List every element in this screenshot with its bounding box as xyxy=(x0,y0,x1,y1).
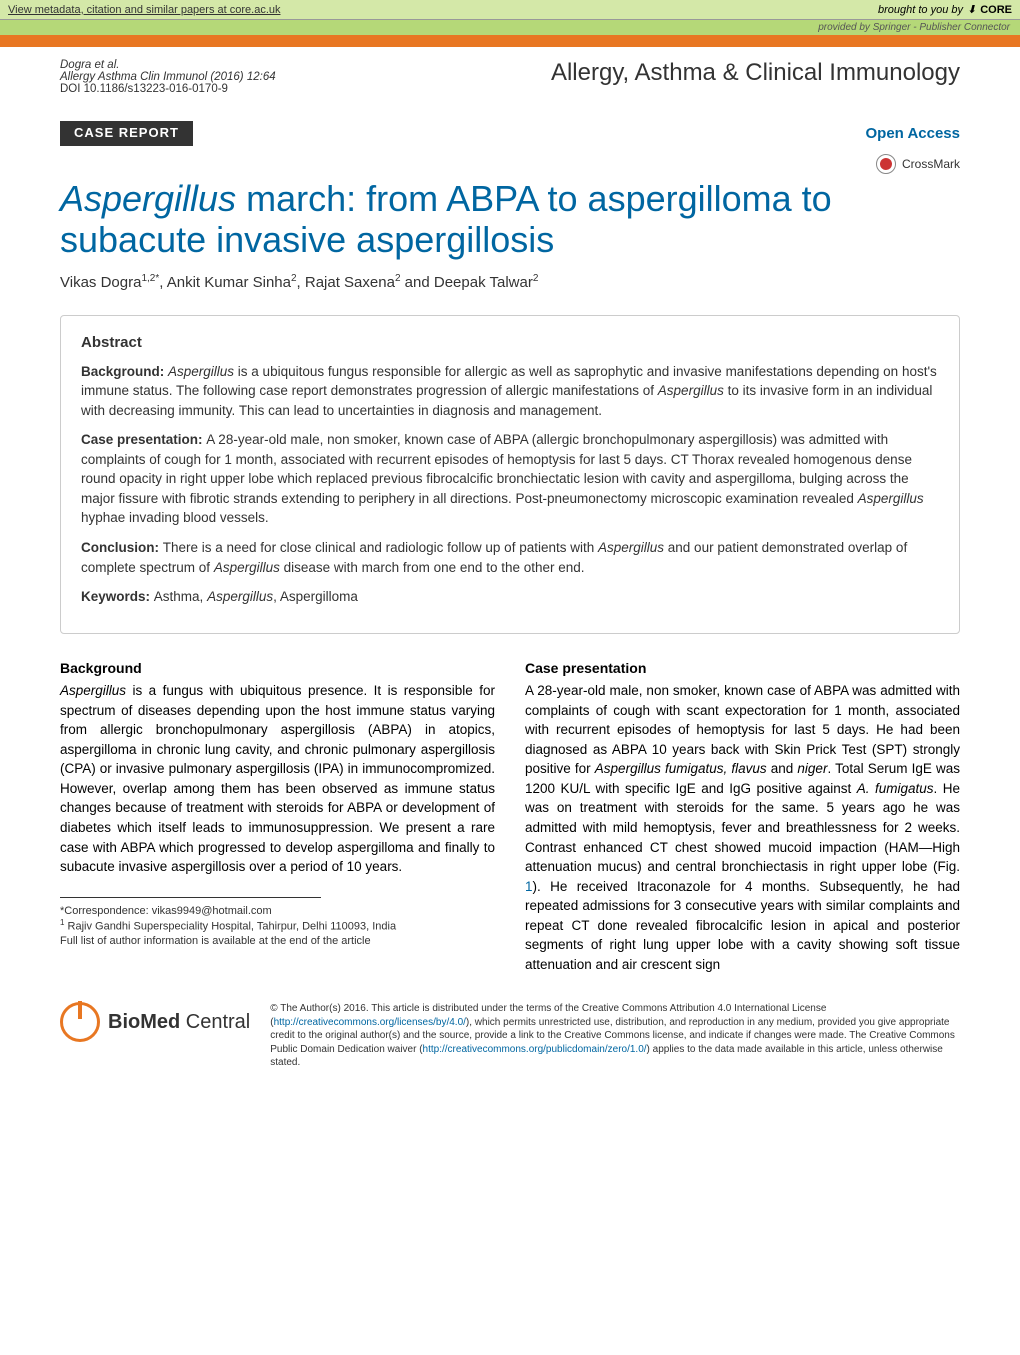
authors-short: Dogra et al. xyxy=(60,59,276,71)
author-2: , Ankit Kumar Sinha xyxy=(159,274,291,291)
conc-t3: disease with march from one end to the o… xyxy=(280,560,585,575)
affiliation-1: 1 Rajiv Gandhi Superspeciality Hospital,… xyxy=(60,918,495,934)
kw-label: Keywords: xyxy=(81,589,154,604)
kw-i1: Aspergillus xyxy=(207,589,273,604)
crossmark-badge[interactable]: CrossMark xyxy=(60,154,960,174)
crossmark-icon xyxy=(876,154,896,174)
footnotes: *Correspondence: vikas9949@hotmail.com 1… xyxy=(60,904,495,949)
bmc-rest: Central xyxy=(180,1011,250,1033)
citation-block: Dogra et al. Allergy Asthma Clin Immunol… xyxy=(60,59,276,95)
case-label: Case presentation: xyxy=(81,432,206,447)
author-list: Vikas Dogra1,2*, Ankit Kumar Sinha 2 , Raj… xyxy=(60,273,960,291)
figure-link-1[interactable]: 1 xyxy=(525,879,533,894)
core-link[interactable]: View metadata, citation and similar pape… xyxy=(8,4,281,16)
footnote-separator xyxy=(60,897,321,898)
abstract-heading: Abstract xyxy=(81,332,939,354)
case-body-t2: and xyxy=(767,761,798,776)
core-attribution: brought to you by ⬇ CORE xyxy=(878,3,1012,16)
author-3: , Rajat Saxena xyxy=(297,274,395,291)
core-download-icon: ⬇ xyxy=(967,3,976,16)
case-body-i1: Aspergillus fumigatus, flavus xyxy=(595,761,767,776)
abstract-keywords: Keywords: Asthma, Aspergillus, Aspergill… xyxy=(81,587,939,607)
journal-title: Allergy, Asthma & Clinical Immunology xyxy=(551,59,960,87)
bg-body-t1: is a fungus with ubiquitous presence. It… xyxy=(60,683,495,874)
case-body-t5: ). He received Itraconazole for 4 months… xyxy=(525,879,960,972)
core-logo: CORE xyxy=(980,4,1012,16)
page-header: Dogra et al. Allergy Asthma Clin Immunol… xyxy=(0,47,1020,103)
author-1-aff: 1,2* xyxy=(141,273,159,284)
conc-i2: Aspergillus xyxy=(214,560,280,575)
article-type-bar: CASE REPORT Open Access xyxy=(60,121,960,146)
abstract-case: Case presentation: A 28-year-old male, n… xyxy=(81,430,939,528)
abstract-conclusion: Conclusion: There is a need for close cl… xyxy=(81,538,939,577)
case-heading: Case presentation xyxy=(525,658,960,678)
bg-label: Background: xyxy=(81,364,168,379)
bg-body-i1: Aspergillus xyxy=(60,683,126,698)
kw-t1: Asthma, xyxy=(154,589,207,604)
crossmark-label: CrossMark xyxy=(902,157,960,171)
right-column: Case presentation A 28-year-old male, no… xyxy=(525,658,960,975)
body-columns: Background Aspergillus is a fungus with … xyxy=(60,658,960,975)
author-4-aff: 2 xyxy=(533,273,539,284)
license-link-2[interactable]: http://creativecommons.org/publicdomain/… xyxy=(423,1044,647,1055)
provided-by-bar: provided by Springer - Publisher Connect… xyxy=(0,20,1020,35)
bmc-text: BioMed Central xyxy=(108,1011,250,1034)
case-body-i3: A. fumigatus xyxy=(857,781,934,796)
page-footer: BioMed Central © The Author(s) 2016. Thi… xyxy=(60,1002,960,1070)
conc-label: Conclusion: xyxy=(81,540,163,555)
case-i1: Aspergillus xyxy=(858,491,924,506)
abstract-background: Background: Aspergillus is a ubiquitous … xyxy=(81,362,939,421)
abstract-box: Abstract Background: Aspergillus is a ub… xyxy=(60,315,960,634)
bg-i2: Aspergillus xyxy=(658,383,724,398)
license-text: © The Author(s) 2016. This article is di… xyxy=(270,1002,960,1070)
left-column: Background Aspergillus is a fungus with … xyxy=(60,658,495,975)
bmc-bold: BioMed xyxy=(108,1011,180,1033)
journal-brand-bar xyxy=(0,35,1020,47)
core-prefix: brought to you by xyxy=(878,4,963,16)
title-italic: Aspergillus xyxy=(60,178,236,219)
author-4-pre: and xyxy=(401,274,434,291)
doi: DOI 10.1186/s13223-016-0170-9 xyxy=(60,83,276,95)
background-heading: Background xyxy=(60,658,495,678)
author-1: Vikas Dogra xyxy=(60,274,141,291)
case-t2: hyphae invading blood vessels. xyxy=(81,510,269,525)
full-author-info: Full list of author information is avail… xyxy=(60,934,495,948)
license-link-1[interactable]: http://creativecommons.org/licenses/by/4… xyxy=(274,1017,466,1028)
bg-i1: Aspergillus xyxy=(168,364,234,379)
author-4: Deepak Talwar xyxy=(434,274,533,291)
open-access-label: Open Access xyxy=(866,121,961,146)
case-text: A 28-year-old male, non smoker, known ca… xyxy=(525,681,960,974)
aff1-text: Rajiv Gandhi Superspeciality Hospital, T… xyxy=(64,921,396,933)
case-body-i2: niger xyxy=(797,761,827,776)
kw-t2: , Aspergilloma xyxy=(273,589,358,604)
biomed-central-logo: BioMed Central xyxy=(60,1002,250,1042)
conc-i1: Aspergillus xyxy=(598,540,664,555)
correspondence: *Correspondence: vikas9949@hotmail.com xyxy=(60,904,495,918)
article-title: Aspergillus march: from ABPA to aspergil… xyxy=(60,178,960,261)
core-metadata-banner: View metadata, citation and similar pape… xyxy=(0,0,1020,20)
journal-citation: Allergy Asthma Clin Immunol (2016) 12:64 xyxy=(60,71,276,83)
case-t1: A 28-year-old male, non smoker, known ca… xyxy=(81,432,912,506)
conc-t1: There is a need for close clinical and r… xyxy=(163,540,598,555)
background-text: Aspergillus is a fungus with ubiquitous … xyxy=(60,681,495,877)
article-type-badge: CASE REPORT xyxy=(60,121,193,146)
bmc-circle-icon xyxy=(60,1002,100,1042)
